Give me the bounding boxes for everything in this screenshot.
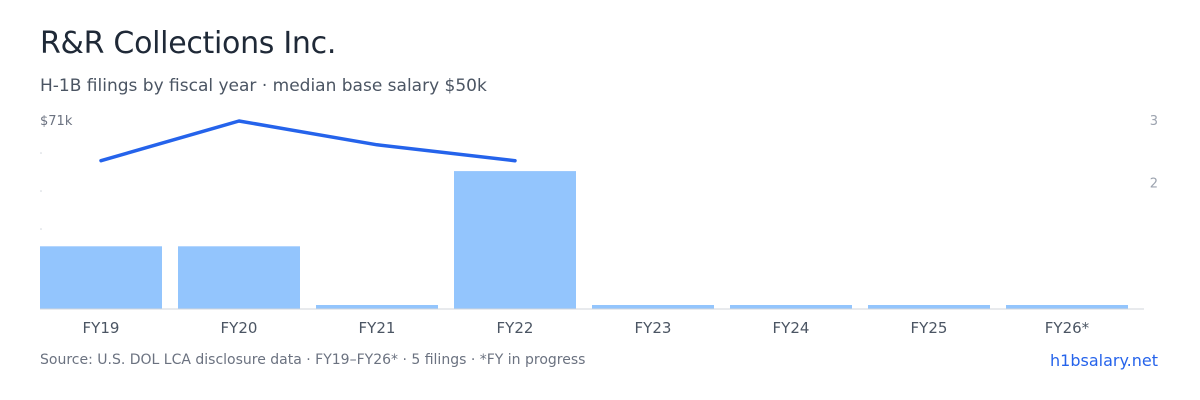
x-tick-label: FY26* <box>1045 319 1090 337</box>
bar-fy22 <box>454 171 576 309</box>
x-tick-label: FY23 <box>635 319 672 337</box>
bar-fy26-partial <box>1006 305 1128 309</box>
left-axis-tick-mark <box>40 228 42 230</box>
left-axis-tick-mark <box>40 190 42 192</box>
right-axis-tick-label: 2 <box>1150 177 1158 192</box>
x-tick-label: FY24 <box>773 319 810 337</box>
bar-fy23 <box>592 305 714 309</box>
x-tick-label: FY25 <box>911 319 948 337</box>
bars-layer <box>40 171 1128 309</box>
salary-line <box>99 119 517 163</box>
labels-layer: FY19 FY20 FY21 FY22 FY23 FY24 FY25 FY26* $71k 3 2 <box>40 114 1158 337</box>
left-axis-tick-mark <box>40 152 42 154</box>
bar-fy21 <box>316 305 438 309</box>
bar-fy20 <box>178 246 300 309</box>
bar-fy25 <box>868 305 990 309</box>
x-tick-label: FY21 <box>359 319 396 337</box>
source-note: Source: U.S. DOL LCA disclosure data · F… <box>40 352 586 368</box>
bar-fy19 <box>40 246 162 309</box>
bar-fy24 <box>730 305 852 309</box>
x-tick-label: FY19 <box>83 319 120 337</box>
line-layer <box>99 119 517 163</box>
x-tick-label: FY20 <box>221 319 258 337</box>
x-tick-label: FY22 <box>497 319 534 337</box>
left-axis-top-label: $71k <box>40 114 73 129</box>
right-axis-tick-label: 3 <box>1150 114 1158 129</box>
chart-title: R&R Collections Inc. <box>40 26 337 61</box>
brand-link[interactable]: h1bsalary.net <box>1050 351 1158 370</box>
chart-subtitle: H-1B filings by fiscal year · median bas… <box>40 76 487 96</box>
